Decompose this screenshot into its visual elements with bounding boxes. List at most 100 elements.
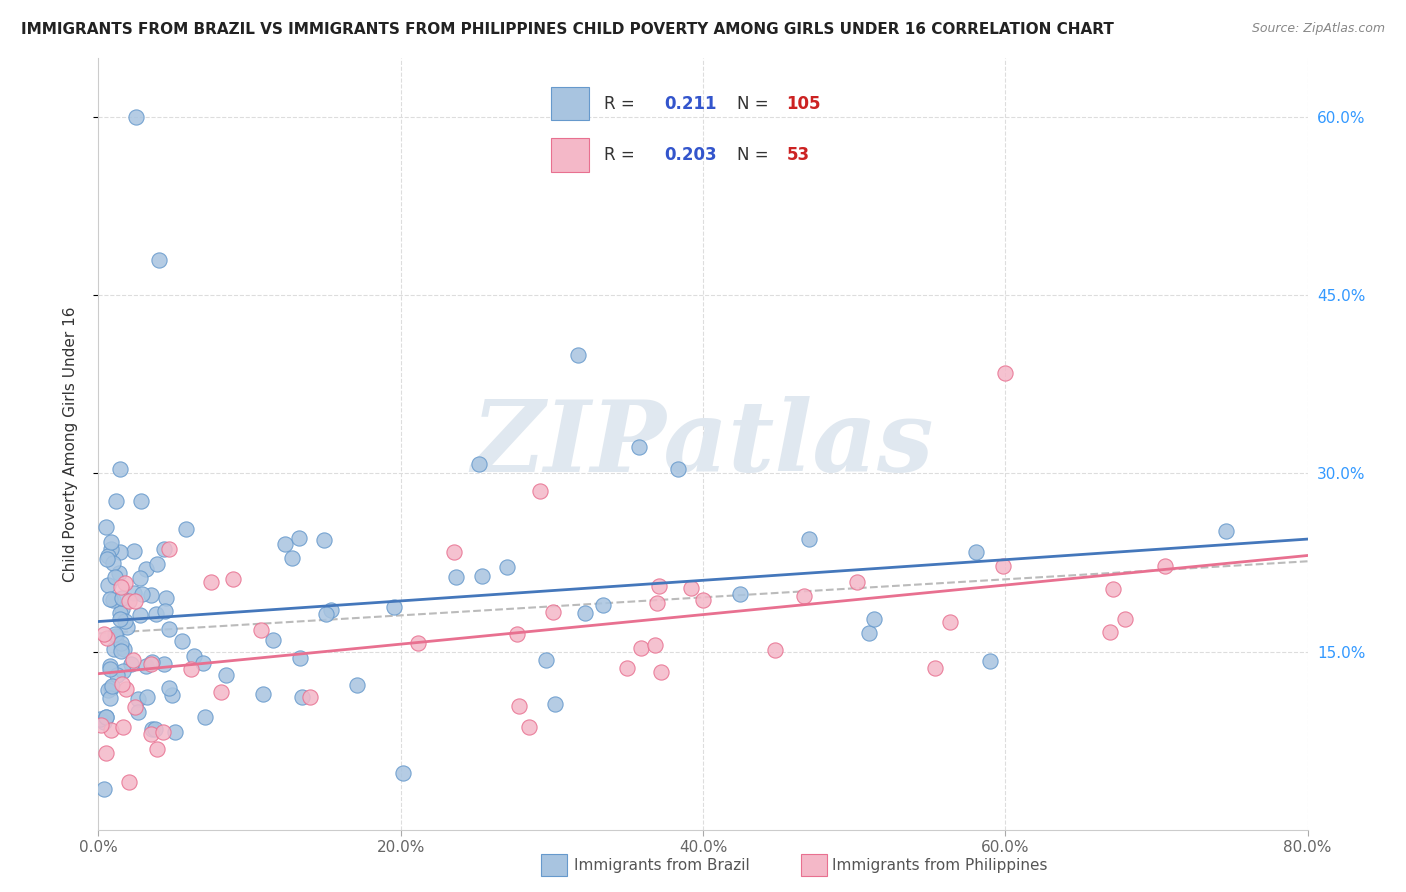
Point — [127, 706, 149, 720]
Point — [110, 580, 132, 594]
Point — [104, 570, 127, 584]
Point — [845, 574, 868, 589]
Point — [924, 661, 946, 675]
Point — [153, 542, 176, 557]
Point — [616, 661, 638, 675]
Point — [534, 653, 557, 667]
Point — [648, 579, 671, 593]
Point — [111, 720, 134, 734]
Point — [797, 532, 820, 546]
Point — [165, 725, 187, 739]
Point — [104, 627, 127, 641]
Point — [443, 545, 465, 559]
Point — [382, 599, 405, 614]
Point — [93, 782, 115, 797]
Point — [468, 457, 491, 471]
Point — [100, 541, 122, 556]
Point — [592, 598, 614, 612]
Point — [100, 681, 122, 695]
Point — [108, 611, 131, 625]
Point — [104, 630, 127, 644]
Point — [97, 577, 120, 591]
Point — [346, 678, 368, 692]
Point — [124, 593, 146, 607]
Point — [288, 651, 311, 665]
Point — [101, 593, 124, 607]
Point — [112, 642, 135, 657]
Point — [993, 559, 1015, 574]
Point — [110, 644, 132, 658]
Point — [127, 692, 149, 706]
Point — [98, 592, 121, 607]
Point — [131, 587, 153, 601]
Point — [145, 722, 167, 736]
Point — [148, 252, 170, 267]
Text: IMMIGRANTS FROM BRAZIL VS IMMIGRANTS FROM PHILIPPINES CHILD POVERTY AMONG GIRLS : IMMIGRANTS FROM BRAZIL VS IMMIGRANTS FRO… — [21, 22, 1114, 37]
Point — [120, 657, 142, 671]
Point — [645, 596, 668, 610]
Point — [111, 591, 134, 606]
Point — [96, 631, 118, 645]
Point — [249, 623, 271, 637]
Point — [496, 559, 519, 574]
Point — [139, 657, 162, 672]
Point — [94, 710, 117, 724]
Point — [170, 634, 193, 648]
Point — [174, 522, 197, 536]
Point — [97, 549, 120, 563]
Point — [315, 607, 337, 621]
Point — [763, 643, 786, 657]
Point — [392, 766, 415, 780]
Point — [139, 727, 162, 741]
Point — [121, 653, 143, 667]
Point — [153, 657, 176, 672]
Point — [1215, 524, 1237, 538]
Point — [90, 718, 112, 732]
Point — [108, 545, 131, 559]
Point — [104, 494, 127, 508]
Point — [153, 604, 176, 618]
Point — [89, 712, 111, 726]
Point — [141, 656, 163, 670]
Point — [938, 615, 960, 629]
Point — [108, 462, 131, 476]
Point — [152, 725, 174, 739]
Point — [105, 668, 128, 682]
Point — [863, 612, 886, 626]
Point — [160, 688, 183, 702]
Point — [157, 541, 180, 556]
Point — [135, 658, 157, 673]
Point — [100, 679, 122, 693]
Point — [544, 697, 567, 711]
Point — [858, 626, 880, 640]
Point — [444, 570, 467, 584]
Point — [200, 575, 222, 590]
Point — [115, 620, 138, 634]
Point — [108, 607, 131, 621]
Point — [100, 691, 122, 706]
Point — [114, 575, 136, 590]
Point — [1102, 582, 1125, 596]
Point — [101, 556, 124, 570]
Point — [141, 722, 163, 736]
Point — [94, 710, 117, 724]
Point — [93, 714, 115, 729]
Point — [135, 562, 157, 576]
Point — [122, 586, 145, 600]
Point — [122, 543, 145, 558]
Point — [650, 665, 672, 680]
Point — [506, 627, 529, 641]
Point — [183, 648, 205, 663]
Point — [111, 664, 134, 678]
Point — [628, 440, 651, 454]
Text: ZIPatlas: ZIPatlas — [472, 395, 934, 492]
Point — [191, 656, 214, 670]
Point — [965, 545, 987, 559]
Point — [118, 593, 141, 607]
Point — [517, 720, 540, 734]
Point — [146, 558, 169, 572]
Point — [110, 640, 132, 655]
Point — [114, 614, 136, 628]
Point — [793, 589, 815, 603]
Text: Immigrants from Philippines: Immigrants from Philippines — [832, 858, 1047, 872]
